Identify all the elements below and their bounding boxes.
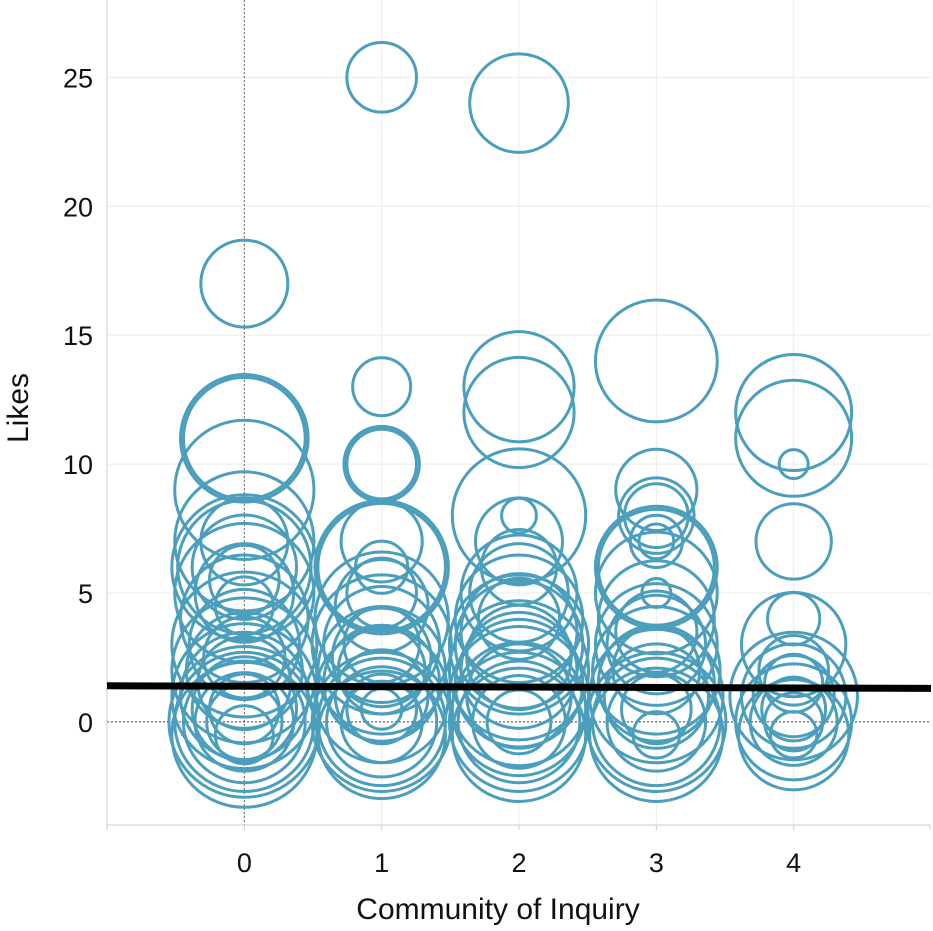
data-point — [593, 530, 719, 656]
data-point — [447, 650, 591, 793]
data-point — [199, 238, 290, 329]
data-point — [474, 496, 564, 587]
data-point — [213, 704, 275, 766]
data-point — [585, 650, 728, 793]
data-point — [179, 372, 310, 504]
data-point — [345, 41, 418, 114]
data-point — [734, 662, 854, 782]
data-point — [173, 418, 316, 561]
data-point — [768, 710, 819, 760]
data-point — [193, 671, 296, 773]
data-point — [465, 642, 573, 750]
data-point — [339, 679, 424, 764]
data-point — [777, 448, 810, 481]
y-tick-label: 20 — [63, 192, 93, 222]
x-tick-label: 4 — [786, 848, 801, 878]
y-tick-label: 0 — [78, 708, 93, 738]
x-tick-label: 3 — [649, 848, 664, 878]
data-point — [734, 378, 854, 498]
data-point — [459, 610, 579, 730]
data-point — [345, 427, 418, 501]
trend-line-group — [106, 682, 932, 692]
data-point — [316, 501, 447, 633]
reference-lines — [107, 0, 931, 825]
data-point — [190, 655, 299, 763]
data-point — [611, 625, 702, 716]
data-point — [614, 447, 699, 532]
data-point — [637, 522, 676, 561]
data-point — [471, 673, 567, 770]
data-point — [476, 576, 562, 661]
data-point — [588, 666, 725, 803]
data-point — [593, 298, 719, 424]
data-point — [330, 606, 433, 709]
x-tick-label: 0 — [237, 848, 252, 878]
data-point — [173, 650, 316, 793]
data-point — [588, 627, 725, 765]
data-point — [763, 691, 825, 753]
data-point — [754, 502, 833, 581]
y-tick-label: 15 — [63, 321, 93, 351]
data-point — [447, 573, 591, 716]
data-point — [468, 52, 570, 154]
y-tick-label: 5 — [78, 579, 93, 609]
data-point — [628, 513, 684, 570]
x-tick-label: 1 — [374, 848, 389, 878]
data-point — [187, 587, 301, 702]
data-point — [602, 642, 711, 750]
data-point — [313, 498, 450, 636]
data-point — [316, 669, 447, 801]
data-point — [620, 672, 693, 746]
data-point — [596, 559, 716, 679]
data-point — [345, 672, 418, 746]
data-point — [447, 599, 591, 742]
data-point — [593, 582, 719, 707]
data-point — [450, 640, 588, 778]
tick-labels: 0 1 2 3 4 0 5 10 15 20 25 — [63, 63, 801, 878]
data-point — [190, 513, 299, 621]
data-point — [325, 665, 439, 779]
data-point — [631, 710, 682, 760]
data-point — [728, 630, 859, 762]
bubbles — [167, 41, 859, 809]
data-point — [605, 593, 708, 696]
y-axis-title: Likes — [2, 373, 35, 443]
data-point — [336, 625, 427, 716]
data-point — [456, 659, 582, 785]
data-point — [316, 605, 447, 736]
data-point — [737, 678, 851, 792]
data-point — [179, 553, 310, 685]
data-point — [450, 666, 588, 803]
data-point — [170, 570, 319, 719]
trend-line — [106, 682, 932, 692]
data-point — [213, 575, 275, 637]
data-point — [617, 476, 696, 555]
data-point — [199, 496, 290, 587]
data-point — [450, 447, 588, 584]
data-point — [605, 671, 708, 773]
x-tick-label: 2 — [511, 848, 526, 878]
data-point — [351, 356, 413, 418]
data-point — [310, 650, 453, 793]
y-tick-label: 25 — [63, 63, 93, 93]
data-point — [734, 353, 854, 472]
data-point — [462, 330, 576, 444]
x-axis-title: Community of Inquiry — [356, 893, 639, 926]
data-point — [465, 603, 573, 712]
data-point — [739, 590, 848, 699]
y-tick-label: 10 — [63, 450, 93, 480]
data-point — [757, 634, 830, 707]
data-point — [462, 355, 576, 470]
data-point — [591, 656, 722, 788]
data-point — [591, 605, 722, 736]
